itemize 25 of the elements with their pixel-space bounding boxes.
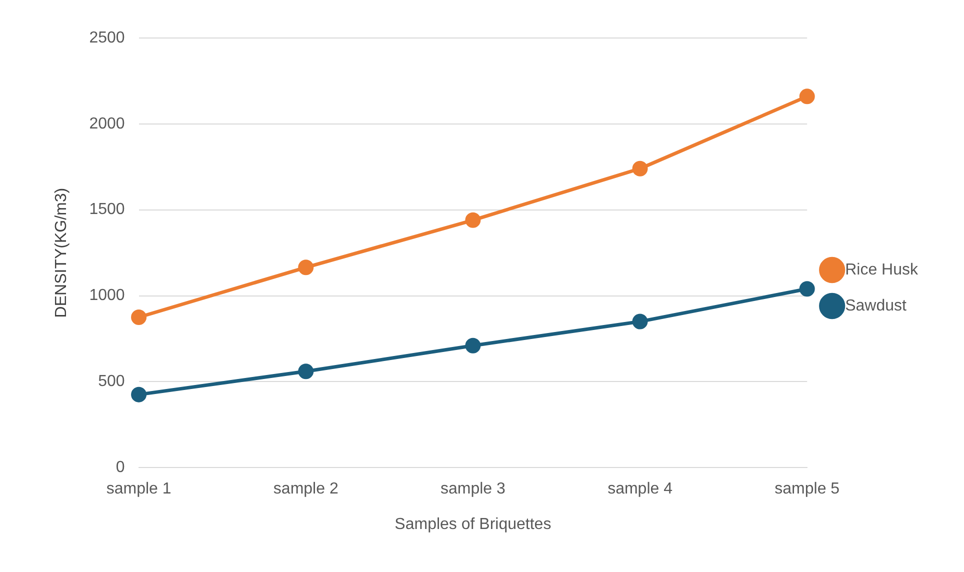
x-tick-label: sample 5 xyxy=(774,480,840,498)
point xyxy=(632,160,648,176)
point xyxy=(131,309,147,325)
x-tick-label: sample 3 xyxy=(440,480,506,498)
point xyxy=(632,314,648,330)
y-tick-label: 2000 xyxy=(89,115,125,132)
y-tick-label: 1000 xyxy=(89,287,125,304)
y-tick-label: 500 xyxy=(98,373,125,390)
point xyxy=(131,386,147,402)
point xyxy=(298,364,314,380)
y-tick-label: 2500 xyxy=(89,29,125,46)
point xyxy=(298,260,314,276)
legend-label: Sawdust xyxy=(845,297,908,314)
x-tick-label: sample 4 xyxy=(608,480,673,498)
point xyxy=(465,212,481,228)
point xyxy=(799,88,815,104)
x-tick-label: sample 1 xyxy=(106,480,172,498)
x-axis-title: Samples of Briquettes xyxy=(394,516,552,533)
point xyxy=(799,281,815,297)
y-tick-label: 0 xyxy=(116,459,125,476)
legend-label: Rice Husk xyxy=(845,261,919,278)
x-tick-label: sample 2 xyxy=(273,480,338,498)
y-tick-label: 1500 xyxy=(89,201,125,218)
point xyxy=(465,338,481,354)
y-axis-title: DENSITY(KG/m3) xyxy=(53,188,70,318)
